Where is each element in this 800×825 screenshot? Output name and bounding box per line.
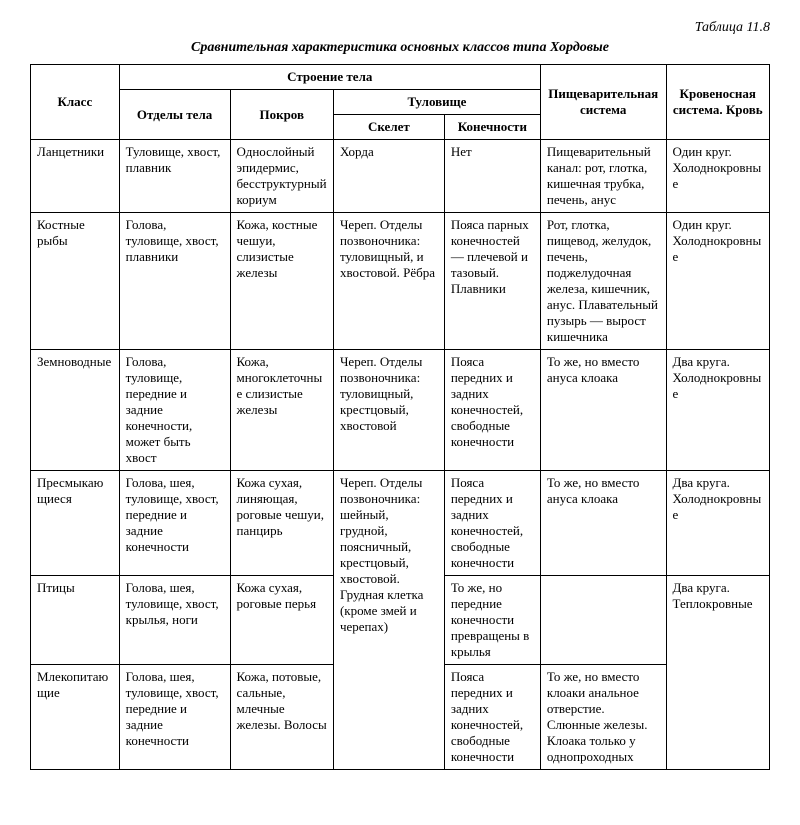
cell-class: Ланцетники: [31, 140, 120, 213]
cell-digestive: Пищеварительный канал: рот, глотка, кише…: [540, 140, 666, 213]
comparison-table: Класс Строение тела Пищеварительная сист…: [30, 64, 770, 770]
header-skeleton: Скелет: [333, 115, 444, 140]
cell-limbs: Нет: [444, 140, 540, 213]
cell-limbs: То же, но передние конечности превращены…: [444, 576, 540, 665]
cell-blood: Два круга. Холоднокровные: [666, 350, 770, 471]
table-row: Костные рыбы Голова, туловище, хвост, пл…: [31, 213, 770, 350]
table-row: Земноводные Голова, туловище, передние и…: [31, 350, 770, 471]
cell-blood: Два круга. Холоднокровные: [666, 471, 770, 576]
cell-skeleton: Череп. Отделы позвоночника: туловищный, …: [333, 350, 444, 471]
cell-body-parts: Голова, шея, туловище, хвост, крылья, но…: [119, 576, 230, 665]
header-cover: Покров: [230, 90, 333, 140]
cell-limbs: Пояса передних и задних конечностей, сво…: [444, 471, 540, 576]
cell-limbs: Пояса передних и задних конечностей, сво…: [444, 665, 540, 770]
table-row: Ланцетники Туловище, хвост, плавник Одно…: [31, 140, 770, 213]
table-label: Таблица 11.8: [30, 20, 770, 36]
cell-class: Костные рыбы: [31, 213, 120, 350]
cell-cover: Кожа сухая, роговые перья: [230, 576, 333, 665]
cell-cover: Кожа сухая, линяющая, роговые чешуи, пан…: [230, 471, 333, 576]
header-trunk: Туловище: [333, 90, 540, 115]
cell-digestive: То же, но вместо ануса клоака: [540, 350, 666, 471]
cell-digestive: То же, но вместо ануса клоака: [540, 471, 666, 576]
header-body-parts: Отделы тела: [119, 90, 230, 140]
cell-limbs: Пояса парных конечностей — плечевой и та…: [444, 213, 540, 350]
cell-blood: Два круга. Теплокровные: [666, 576, 770, 770]
cell-blood: Один круг. Холоднокровные: [666, 140, 770, 213]
cell-class: Земноводные: [31, 350, 120, 471]
cell-limbs: Пояса передних и задних конечностей, сво…: [444, 350, 540, 471]
header-body-structure: Строение тела: [119, 65, 540, 90]
cell-cover: Кожа, потовые, сальные, млечные железы. …: [230, 665, 333, 770]
cell-skeleton: Череп. Отделы позвоночника: туловищный, …: [333, 213, 444, 350]
cell-digestive: Рот, глотка, пищевод, желудок, печень, п…: [540, 213, 666, 350]
cell-skeleton: Хорда: [333, 140, 444, 213]
cell-cover: Кожа, костные чешуи, слизистые железы: [230, 213, 333, 350]
cell-blood: Один круг. Холоднокровные: [666, 213, 770, 350]
cell-digestive: То же, но вместо клоаки анальное отверст…: [540, 665, 666, 770]
cell-cover: Кожа, многоклеточные слизистые железы: [230, 350, 333, 471]
cell-class: Птицы: [31, 576, 120, 665]
cell-body-parts: Голова, туловище, хвост, плавники: [119, 213, 230, 350]
header-class: Класс: [31, 65, 120, 140]
cell-body-parts: Туловище, хвост, плавник: [119, 140, 230, 213]
header-limbs: Конечности: [444, 115, 540, 140]
cell-body-parts: Голова, туловище, передние и задние коне…: [119, 350, 230, 471]
header-digestive: Пищеварительная система: [540, 65, 666, 140]
table-row: Пресмыкающиеся Голова, шея, туловище, хв…: [31, 471, 770, 576]
table-title: Сравнительная характеристика основных кл…: [30, 40, 770, 56]
cell-class: Пресмыкающиеся: [31, 471, 120, 576]
cell-body-parts: Голова, шея, туловище, хвост, передние и…: [119, 471, 230, 576]
cell-class: Млекопитающие: [31, 665, 120, 770]
header-blood: Кровеносная система. Кровь: [666, 65, 770, 140]
cell-body-parts: Голова, шея, туловище, хвост, передние и…: [119, 665, 230, 770]
cell-digestive: [540, 576, 666, 665]
cell-skeleton: Череп. Отделы позвоночника: шейный, груд…: [333, 471, 444, 770]
cell-cover: Однослойный эпидермис, бесструктурный ко…: [230, 140, 333, 213]
